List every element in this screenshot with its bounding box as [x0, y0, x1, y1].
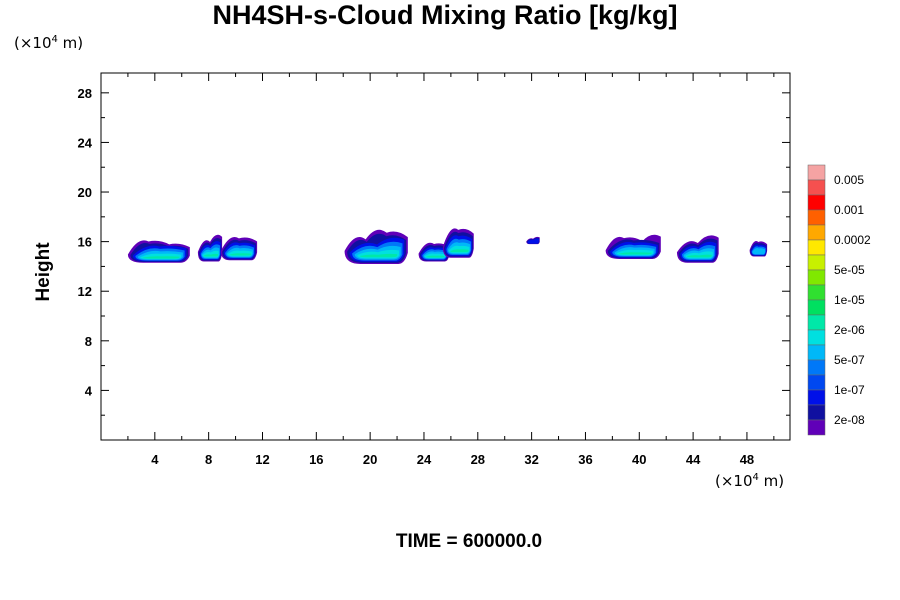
cloud-contour [752, 248, 766, 255]
x-tick-label: 28 [471, 452, 485, 467]
colorbar-swatch [807, 389, 826, 406]
x-tick-label: 24 [417, 452, 432, 467]
colorbar-swatch [807, 359, 826, 376]
colorbar-swatch [807, 254, 826, 271]
colorbar-swatch [807, 239, 826, 256]
cloud-layer [127, 228, 768, 264]
colorbar: 0.005 0.001 0.0002 5e-05 1e-05 2e-06 5e-07 1e-0… [807, 164, 871, 436]
cloud-contour [203, 253, 219, 257]
x-tick-label: 8 [205, 452, 212, 467]
colorbar-swatch [807, 224, 826, 241]
x-tick-label: 4 [151, 452, 159, 467]
x-tick-label: 40 [632, 452, 646, 467]
y-tick-label: 12 [78, 284, 92, 299]
x-axis-unit: (×104 m) [715, 472, 785, 490]
cloud-contour [527, 238, 539, 244]
y-axis: 4 8 12 16 20 24 28 [78, 86, 790, 416]
colorbar-swatch [807, 284, 826, 301]
y-tick-label: 16 [78, 235, 92, 250]
colorbar-label: 1e-05 [834, 293, 865, 307]
chart-title: NH4SH-s-Cloud Mixing Ratio [kg/kg] [212, 0, 678, 30]
cloud-blob [418, 242, 450, 262]
cloud-blob [220, 236, 258, 261]
colorbar-label: 5e-05 [834, 263, 865, 277]
cloud-blob [526, 236, 540, 245]
colorbar-label: 2e-08 [834, 413, 865, 427]
cloud-contour [618, 252, 652, 255]
y-tick-label: 24 [78, 135, 93, 150]
colorbar-swatch [807, 419, 826, 436]
colorbar-swatch [807, 179, 826, 196]
y-tick-label: 4 [85, 383, 93, 398]
colorbar-label: 0.001 [834, 203, 864, 217]
colorbar-swatch [807, 269, 826, 286]
colorbar-swatch [807, 374, 826, 391]
time-label: TIME = 600000.0 [395, 531, 543, 552]
x-tick-label: 20 [363, 452, 377, 467]
x-tick-label: 36 [578, 452, 592, 467]
cloud-blob [676, 235, 719, 263]
cloud-blob [197, 234, 223, 262]
cloud-contour [686, 254, 712, 258]
cloud-contour [142, 256, 180, 259]
x-tick-label: 44 [686, 452, 701, 467]
cloud-contour [426, 255, 445, 258]
x-tick-label: 48 [740, 452, 754, 467]
cloud-blob [442, 228, 474, 258]
x-axis: 4 8 12 16 20 24 28 32 36 40 44 48 [127, 73, 775, 467]
colorbar-label: 1e-07 [834, 383, 865, 397]
colorbar-swatch [807, 314, 826, 331]
cloud-contour [229, 253, 251, 256]
y-tick-label: 28 [78, 86, 92, 101]
colorbar-swatch [807, 404, 826, 421]
cloud-contour [450, 249, 469, 253]
colorbar-swatch [807, 164, 826, 181]
cloud-contour [359, 253, 398, 258]
cloud-blob [127, 240, 190, 263]
colorbar-swatch [807, 329, 826, 346]
x-tick-label: 12 [255, 452, 269, 467]
y-tick-label: 8 [85, 334, 92, 349]
y-axis-unit: (×104 m) [14, 34, 84, 52]
x-tick-label: 16 [309, 452, 323, 467]
colorbar-label: 5e-07 [834, 353, 865, 367]
colorbar-label: 0.005 [834, 173, 864, 187]
colorbar-label: 2e-06 [834, 323, 865, 337]
colorbar-label: 0.0002 [834, 233, 871, 247]
cloud-blob [605, 234, 661, 259]
x-tick-label: 32 [524, 452, 538, 467]
cloud-blob [749, 240, 768, 257]
colorbar-swatch [807, 194, 826, 211]
cloud-blob [344, 229, 408, 264]
y-tick-label: 20 [78, 185, 92, 200]
colorbar-swatch [807, 299, 826, 316]
colorbar-swatch [807, 209, 826, 226]
colorbar-swatch [807, 344, 826, 361]
